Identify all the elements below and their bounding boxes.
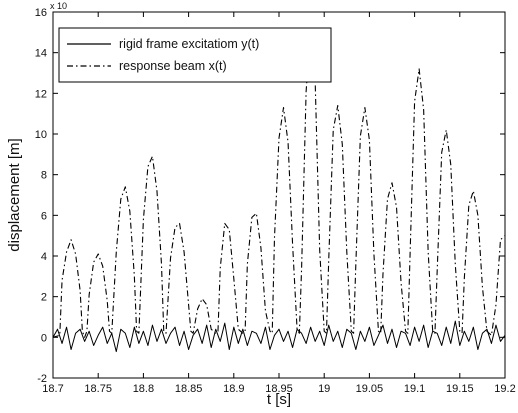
y-axis-title: displacement [m] <box>6 138 23 251</box>
y-axis: -2 0 2 4 6 8 10 12 14 16 <box>35 7 505 385</box>
series-line-response <box>52 27 506 338</box>
y-tick-label: -2 <box>37 373 47 385</box>
series-layer <box>52 27 506 353</box>
y-tick-label: 14 <box>35 48 47 60</box>
legend-label-excitation: rigid frame excitatiom y(t) <box>119 37 259 51</box>
x-tick-label: 19.2 <box>494 383 515 395</box>
x-tick-label: 18.9 <box>223 383 244 395</box>
legend-box <box>58 27 332 83</box>
y-tick-label: 10 <box>35 129 47 141</box>
y-tick-label: 4 <box>41 251 47 263</box>
x-tick-label: 18.95 <box>265 383 293 395</box>
x-axis: 18.7 18.75 18.8 18.85 18.9 18.95 19 19.05 19.1 19… <box>42 12 516 395</box>
x-axis-title: t [s] <box>267 391 291 408</box>
x-tick-label: 18.7 <box>42 383 63 395</box>
x-tick-label: 19.05 <box>356 383 384 395</box>
y-tick-label: 6 <box>41 210 47 222</box>
y-tick-label: 16 <box>35 7 47 19</box>
x-tick-label: 19.15 <box>446 383 474 395</box>
legend-label-response: response beam x(t) <box>119 59 227 73</box>
y-tick-label: 2 <box>41 292 47 304</box>
series-line-excitation <box>52 320 506 353</box>
y-tick-label: 0 <box>41 332 47 344</box>
x-tick-label: 19 <box>318 383 330 395</box>
y-tick-label: 8 <box>41 170 47 182</box>
x-tick-label: 19.1 <box>404 383 425 395</box>
x-tick-label: 18.8 <box>133 383 154 395</box>
x-tick-label: 18.85 <box>175 383 203 395</box>
y-tick-label: 12 <box>35 88 47 100</box>
x-tick-label: 18.75 <box>84 383 112 395</box>
y-axis-exponent-label: x 10 <box>50 1 67 11</box>
legend: rigid frame excitatiom y(t) response bea… <box>58 27 332 83</box>
